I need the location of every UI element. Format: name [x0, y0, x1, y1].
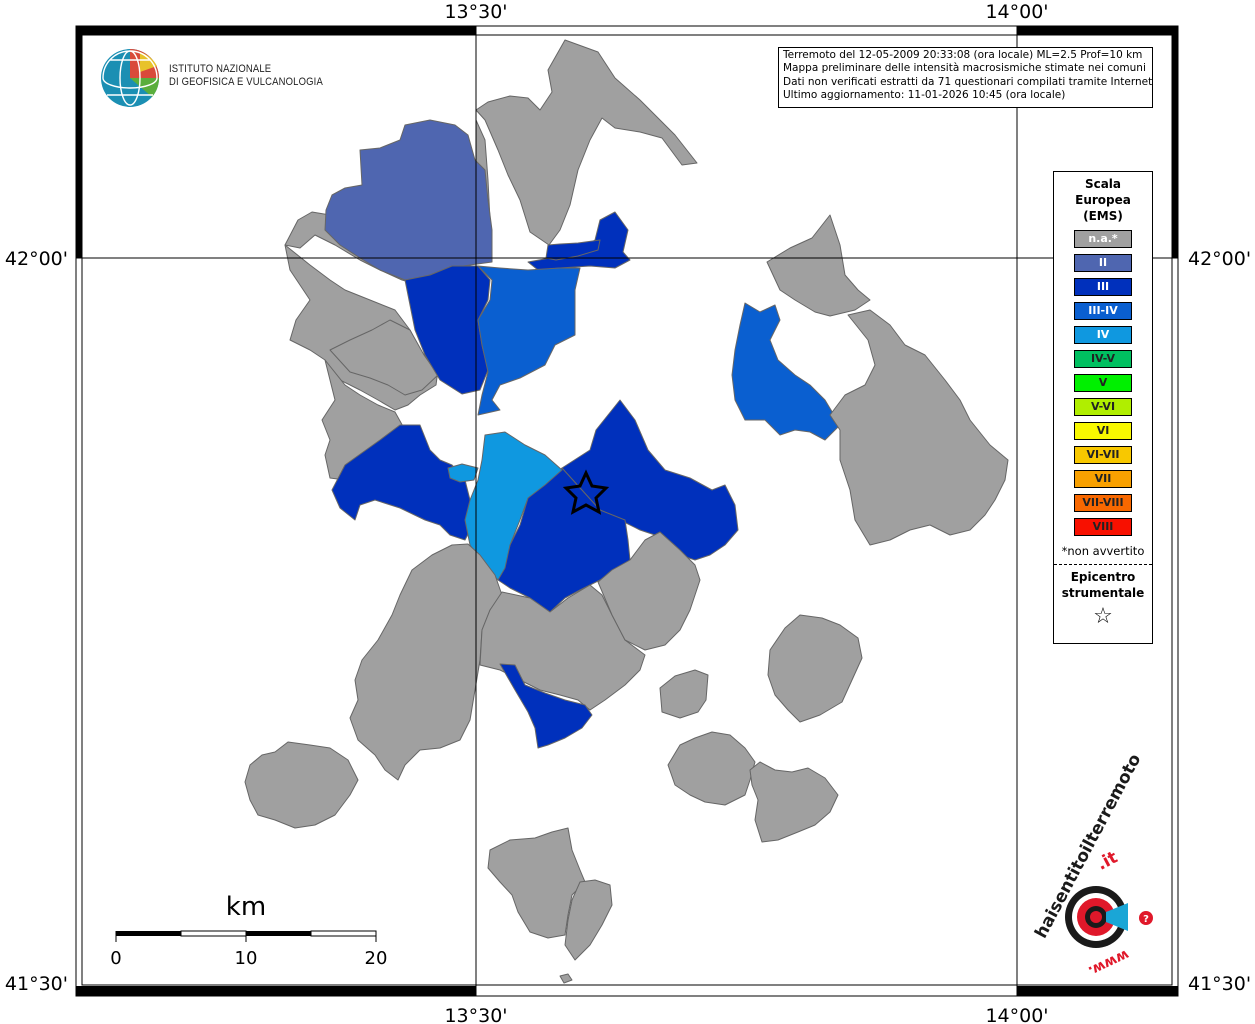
- graticule: [76, 26, 1178, 996]
- municipality: [464, 431, 563, 581]
- municipality: [349, 543, 503, 781]
- frame-bar-left-top: [76, 26, 82, 258]
- info-box: Terremoto del 12-05-2009 20:33:08 (ora l…: [778, 47, 1153, 108]
- legend-items: n.a.* II III III-IV IV IV-V V V-VI VI VI-VII VII VI…: [1054, 230, 1152, 536]
- municipalities: [244, 39, 1009, 984]
- hsit-question: ?: [1143, 914, 1149, 925]
- info-line: Dati non verificati estratti da 71 quest…: [783, 75, 1153, 88]
- municipality: [559, 973, 573, 984]
- legend-note: *non avvertito: [1061, 544, 1145, 558]
- scale-tick-label: 20: [365, 948, 388, 969]
- legend-epicenter-line: Epicentro: [1070, 570, 1136, 584]
- municipality: [475, 39, 698, 246]
- lat-label-right: 42°00': [1188, 248, 1251, 270]
- municipality: [766, 214, 871, 317]
- legend-divider: [1054, 564, 1152, 565]
- lat-label-left: 42°00': [5, 248, 68, 270]
- logo-line: ISTITUTO NAZIONALE: [169, 63, 272, 75]
- logo-line: DI GEOFISICA E VULCANOLOGIA: [169, 76, 323, 88]
- municipality: [331, 424, 476, 541]
- lon-label-top: 14°00': [985, 1, 1048, 23]
- lon-label-bottom: 14°00': [985, 1005, 1048, 1024]
- legend-title-line: (EMS): [1083, 209, 1123, 223]
- legend-item: III: [1074, 278, 1132, 296]
- municipality: [767, 614, 863, 723]
- legend-item: III-IV: [1074, 302, 1132, 320]
- municipality: [545, 239, 601, 261]
- frame-bar-top-right: [1017, 26, 1178, 35]
- lon-label-bottom: 13°30': [444, 1005, 507, 1024]
- legend-epicenter-line: strumentale: [1061, 586, 1145, 600]
- municipality: [829, 309, 1009, 546]
- legend-item: VI: [1074, 422, 1132, 440]
- info-line: Ultimo aggiornamento: 11-01-2026 10:45 (…: [783, 89, 1066, 102]
- municipality: [749, 761, 839, 843]
- legend-item: V-VI: [1074, 398, 1132, 416]
- star-icon: ☆: [1093, 604, 1113, 629]
- info-line: Terremoto del 12-05-2009 20:33:08 (ora l…: [783, 49, 1143, 61]
- legend-item: VII: [1074, 470, 1132, 488]
- municipality: [477, 265, 581, 416]
- frame-bar-top-left: [76, 26, 476, 35]
- legend-title: Scala Europea (EMS): [1054, 176, 1152, 224]
- municipality: [244, 741, 359, 829]
- frame-bar-bottom-left: [76, 986, 476, 996]
- municipality: [564, 879, 613, 961]
- municipality: [597, 531, 701, 651]
- scale-unit: km: [226, 892, 266, 922]
- legend-item: VIII: [1074, 518, 1132, 536]
- municipality: [659, 669, 709, 719]
- legend-title-line: Scala: [1084, 177, 1122, 191]
- municipality: [667, 731, 756, 806]
- legend-title-line: Europea: [1075, 193, 1131, 207]
- frame-bar-bottom-right: [1017, 986, 1178, 996]
- info-line: Mappa preliminare delle intensità macros…: [783, 62, 1146, 75]
- scale-tick-label: 0: [110, 948, 121, 969]
- legend-item: IV: [1074, 326, 1132, 344]
- legend-item: IV-V: [1074, 350, 1132, 368]
- lat-label-right: 41°30': [1188, 973, 1251, 995]
- municipality: [499, 663, 593, 749]
- epicenter-star: [562, 469, 610, 515]
- municipality: [561, 399, 739, 561]
- ingv-logo-icon: [101, 49, 160, 107]
- municipality: [447, 463, 479, 483]
- legend-item: n.a.*: [1074, 230, 1132, 248]
- legend-item: VI-VII: [1074, 446, 1132, 464]
- lat-label-left: 41°30': [5, 973, 68, 995]
- scale-bar: [115, 930, 377, 942]
- legend-epicenter-label: Epicentro strumentale: [1054, 569, 1152, 601]
- ingv-logo-text: ISTITUTO NAZIONALE DI GEOFISICA E VULCAN…: [169, 63, 323, 89]
- scale-tick-label: 10: [235, 948, 258, 969]
- intensity-legend: Scala Europea (EMS) n.a.* II III III-IV IV IV…: [1053, 171, 1153, 644]
- municipality: [487, 827, 586, 939]
- legend-item: V: [1074, 374, 1132, 392]
- municipality: [731, 302, 841, 441]
- legend-item: II: [1074, 254, 1132, 272]
- legend-item: VII-VIII: [1074, 494, 1132, 512]
- frame-bar-right-top: [1172, 26, 1178, 258]
- lon-label-top: 13°30': [444, 1, 507, 23]
